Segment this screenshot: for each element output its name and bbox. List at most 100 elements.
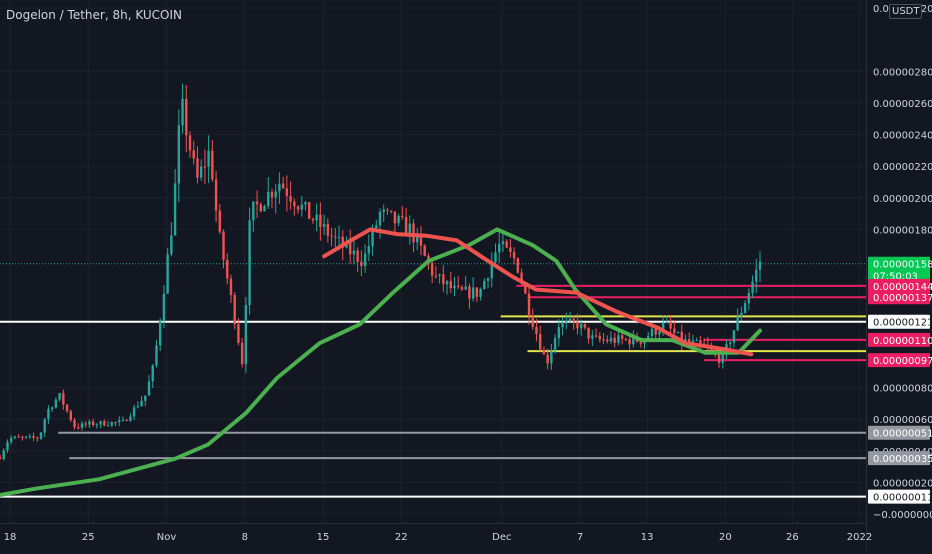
candle-body-137 bbox=[509, 247, 512, 253]
candle-body-86 bbox=[319, 214, 322, 228]
candle-body-165 bbox=[613, 337, 616, 343]
candle-body-37 bbox=[136, 406, 140, 408]
candle-body-185 bbox=[688, 339, 691, 343]
candle-body-33 bbox=[121, 419, 125, 421]
candle-body-30 bbox=[110, 422, 113, 426]
candle-body-24 bbox=[88, 421, 91, 425]
candle-body-49 bbox=[181, 98, 184, 126]
candle-body-100 bbox=[371, 228, 374, 247]
price-tag-label-8: 0.000000514 bbox=[873, 429, 932, 440]
price-tag-bg-8 bbox=[868, 425, 930, 440]
candle-body-88 bbox=[326, 223, 330, 236]
candle-body-6 bbox=[21, 437, 24, 439]
candle-body-73 bbox=[270, 191, 274, 198]
candle-body-10 bbox=[36, 437, 39, 439]
candle-body-63 bbox=[233, 295, 236, 325]
candle-body-109 bbox=[404, 217, 408, 235]
price-tag-label-5: 0.000001101 bbox=[873, 336, 932, 347]
candle-body-101 bbox=[375, 225, 378, 229]
candle-body-18 bbox=[65, 404, 69, 412]
candle-body-132 bbox=[490, 262, 493, 279]
candle-body-141 bbox=[524, 283, 527, 294]
candle-body-43 bbox=[158, 320, 162, 346]
candle-body-134 bbox=[498, 243, 501, 253]
candle-body-96 bbox=[356, 250, 359, 262]
candle-body-131 bbox=[486, 278, 490, 281]
candle-body-193 bbox=[717, 353, 721, 363]
candle-body-111 bbox=[412, 223, 415, 243]
candle-body-50 bbox=[185, 98, 188, 136]
candle-body-153 bbox=[568, 318, 572, 321]
candle-body-176 bbox=[654, 328, 657, 335]
x-tick-label-2: Nov bbox=[157, 532, 177, 543]
candle-body-155 bbox=[576, 321, 579, 329]
candle-body-133 bbox=[494, 252, 497, 263]
candle-body-67 bbox=[248, 220, 251, 306]
candle-body-160 bbox=[594, 335, 598, 337]
candle-body-138 bbox=[512, 252, 516, 259]
candle-body-145 bbox=[538, 334, 542, 350]
candle-body-4 bbox=[13, 436, 17, 438]
candle-body-80 bbox=[296, 206, 300, 210]
candle-body-169 bbox=[628, 339, 631, 345]
candle-body-32 bbox=[118, 420, 121, 423]
candle-body-140 bbox=[520, 272, 523, 284]
candle-body-164 bbox=[609, 337, 613, 342]
candle-body-72 bbox=[267, 191, 270, 206]
candle-body-34 bbox=[125, 419, 128, 421]
candle-body-121 bbox=[449, 281, 452, 289]
candle-body-2 bbox=[6, 442, 9, 451]
candle-body-74 bbox=[274, 191, 277, 198]
candle-body-38 bbox=[140, 400, 143, 407]
plot-background bbox=[0, 0, 866, 523]
candle-body-7 bbox=[24, 436, 28, 438]
candle-body-15 bbox=[54, 399, 58, 408]
candle-body-152 bbox=[565, 320, 568, 323]
candle-body-200 bbox=[743, 303, 747, 313]
candle-body-199 bbox=[740, 312, 743, 317]
candle-body-46 bbox=[170, 235, 173, 255]
candle-body-203 bbox=[755, 269, 758, 282]
candle-body-11 bbox=[39, 432, 43, 439]
candle-body-168 bbox=[624, 338, 628, 340]
candle-body-39 bbox=[144, 395, 147, 401]
candle-body-114 bbox=[423, 245, 426, 256]
candle-body-113 bbox=[419, 235, 423, 246]
candle-body-13 bbox=[47, 408, 50, 420]
candle-body-143 bbox=[531, 316, 534, 327]
price-tag-label-7: 0.000000973 bbox=[873, 356, 932, 367]
candle-body-183 bbox=[680, 331, 683, 343]
candle-body-125 bbox=[464, 286, 467, 290]
candle-body-69 bbox=[255, 201, 259, 205]
candle-body-119 bbox=[442, 274, 445, 285]
candle-body-99 bbox=[367, 246, 371, 254]
price-tag-label-4: 0.000001216 bbox=[873, 318, 932, 329]
candle-body-44 bbox=[162, 293, 166, 321]
candle-body-1 bbox=[2, 450, 5, 459]
price-tag-label-10: 0.000000110 bbox=[873, 493, 932, 504]
candle-body-12 bbox=[43, 419, 46, 433]
x-tick-label-10: 26 bbox=[786, 532, 799, 543]
x-tick-label-6: Dec bbox=[492, 532, 511, 543]
candle-body-196 bbox=[728, 342, 732, 345]
candle-body-64 bbox=[237, 324, 240, 343]
candle-body-175 bbox=[650, 328, 654, 337]
candle-body-116 bbox=[430, 262, 434, 276]
candle-body-47 bbox=[173, 183, 177, 236]
candle-body-139 bbox=[516, 258, 520, 273]
candle-body-26 bbox=[95, 424, 99, 426]
candle-body-58 bbox=[214, 179, 218, 211]
candle-body-89 bbox=[330, 235, 333, 237]
price-tag-bg-5 bbox=[868, 332, 930, 347]
currency-label[interactable]: USDT bbox=[889, 4, 923, 19]
candle-body-157 bbox=[583, 323, 587, 328]
candle-body-163 bbox=[606, 339, 609, 342]
candle-body-108 bbox=[401, 216, 404, 218]
candle-body-9 bbox=[32, 436, 35, 438]
